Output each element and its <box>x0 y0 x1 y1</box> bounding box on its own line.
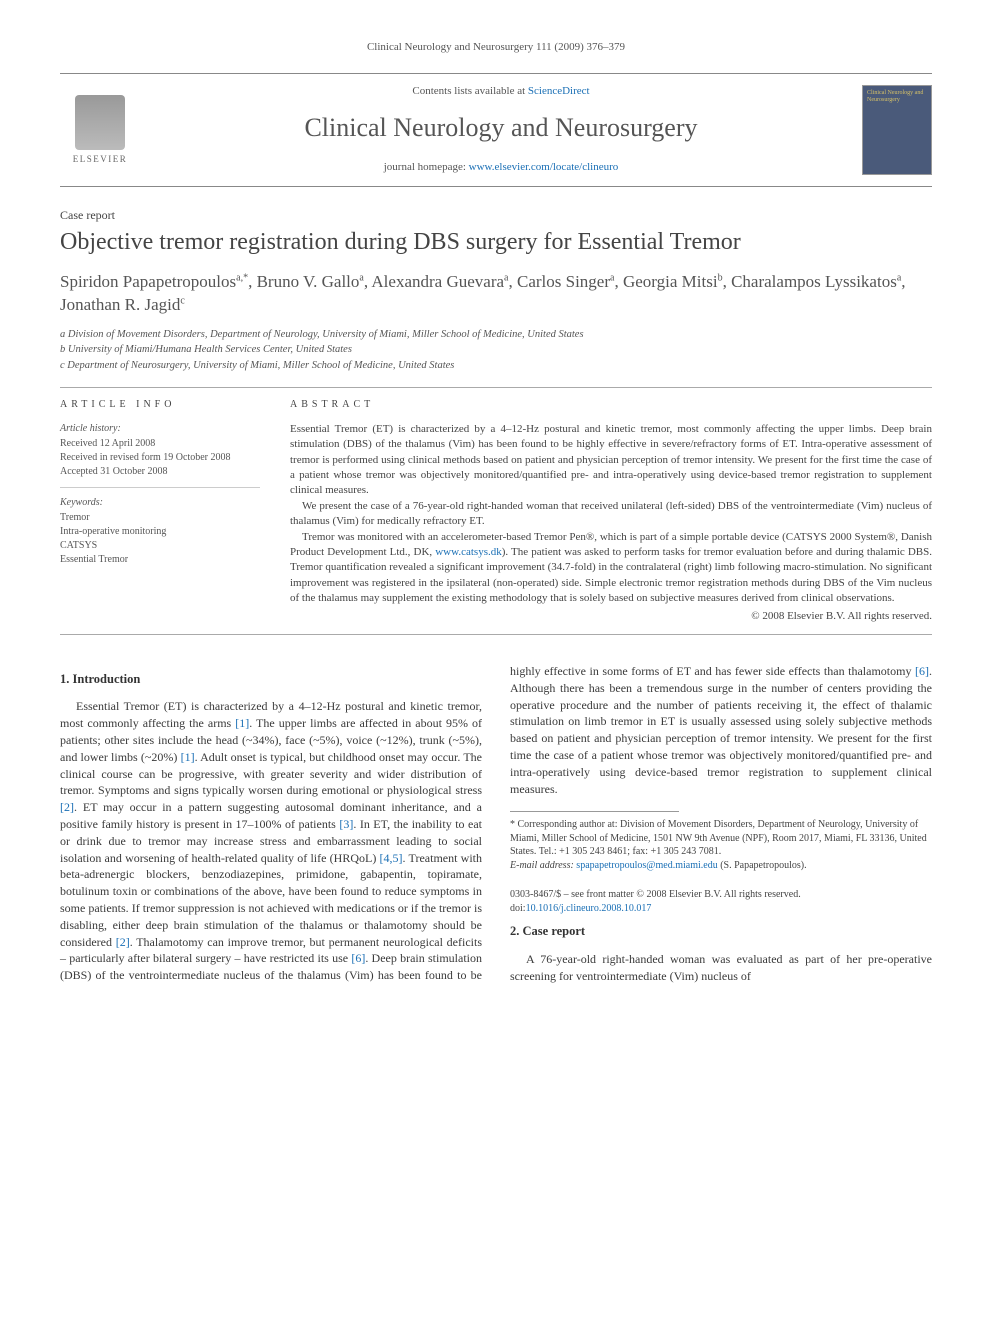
abstract-panel: ABSTRACT Essential Tremor (ET) is charac… <box>290 398 932 624</box>
publisher-logo: ELSEVIER <box>60 95 140 166</box>
rule-bottom <box>60 634 932 635</box>
front-matter: 0303-8467/$ – see front matter © 2008 El… <box>510 888 932 902</box>
header-citation: Clinical Neurology and Neurosurgery 111 … <box>60 40 932 55</box>
rule-top <box>60 387 932 388</box>
email-link[interactable]: spapapetropoulos@med.miami.edu <box>576 860 717 871</box>
affiliation-c: c Department of Neurosurgery, University… <box>60 358 932 373</box>
history-accepted: Accepted 31 October 2008 <box>60 465 260 479</box>
section-2-heading: 2. Case report <box>510 923 932 941</box>
history-revised: Received in revised form 19 October 2008 <box>60 451 260 465</box>
corresponding-author: * Corresponding author at: Division of M… <box>510 818 932 859</box>
elsevier-tree-icon <box>75 95 125 150</box>
affiliation-b: b University of Miami/Humana Health Serv… <box>60 342 932 357</box>
keywords-block: Keywords: Tremor Intra-operative monitor… <box>60 496 260 567</box>
ref-link-3[interactable]: [3] <box>339 817 353 831</box>
ref-link-2[interactable]: [2] <box>60 800 74 814</box>
journal-banner: ELSEVIER Contents lists available at Sci… <box>60 73 932 186</box>
case-report-p1: A 76-year-old right-handed woman was eva… <box>510 951 932 985</box>
ref-link-6[interactable]: [6] <box>351 951 365 965</box>
doi-label: doi: <box>510 903 526 914</box>
article-type-label: Case report <box>60 207 932 224</box>
journal-cover-thumb: Clinical Neurology and Neurosurgery <box>862 85 932 175</box>
banner-center: Contents lists available at ScienceDirec… <box>140 84 862 175</box>
keyword: Tremor <box>60 511 260 525</box>
txt: . Although there has been a tremendous s… <box>510 664 932 796</box>
email-line: E-mail address: spapapetropoulos@med.mia… <box>510 859 932 873</box>
footnote-block: * Corresponding author at: Division of M… <box>510 811 932 915</box>
keyword: Intra-operative monitoring <box>60 525 260 539</box>
journal-name: Clinical Neurology and Neurosurgery <box>140 110 862 146</box>
article-info-panel: ARTICLE INFO Article history: Received 1… <box>60 398 260 624</box>
authors-line: Spiridon Papapetropoulosa,*, Bruno V. Ga… <box>60 271 932 317</box>
ref-link-1b[interactable]: [1] <box>181 750 195 764</box>
affiliations: a Division of Movement Disorders, Depart… <box>60 327 932 373</box>
doi-link[interactable]: 10.1016/j.clineuro.2008.10.017 <box>526 903 652 914</box>
article-info-header: ARTICLE INFO <box>60 398 260 412</box>
keywords-head: Keywords: <box>60 496 260 510</box>
ref-link-45[interactable]: [4,5] <box>380 851 403 865</box>
info-abstract-row: ARTICLE INFO Article history: Received 1… <box>60 398 932 624</box>
ref-link-1[interactable]: [1] <box>235 716 249 730</box>
keyword: Essential Tremor <box>60 553 260 567</box>
body-columns: 1. Introduction Essential Tremor (ET) is… <box>60 663 932 984</box>
publisher-name: ELSEVIER <box>73 153 128 166</box>
ref-link-6b[interactable]: [6] <box>915 664 929 678</box>
keyword: CATSYS <box>60 539 260 553</box>
contents-prefix: Contents lists available at <box>412 85 527 97</box>
cover-title: Clinical Neurology and Neurosurgery <box>867 90 927 103</box>
section-1-heading: 1. Introduction <box>60 671 482 689</box>
abstract-p1: Essential Tremor (ET) is characterized b… <box>290 422 932 499</box>
abstract-p2: We present the case of a 76-year-old rig… <box>290 499 932 530</box>
history-head: Article history: <box>60 422 260 436</box>
article-title: Objective tremor registration during DBS… <box>60 227 932 257</box>
homepage-prefix: journal homepage: <box>384 161 469 173</box>
email-suffix: (S. Papapetropoulos). <box>718 860 807 871</box>
journal-homepage-line: journal homepage: www.elsevier.com/locat… <box>140 160 862 175</box>
ref-link-2b[interactable]: [2] <box>116 935 130 949</box>
email-label: E-mail address: <box>510 860 576 871</box>
footnotes: * Corresponding author at: Division of M… <box>510 818 932 872</box>
keywords-list: Tremor Intra-operative monitoring CATSYS… <box>60 511 260 567</box>
abstract-copyright: © 2008 Elsevier B.V. All rights reserved… <box>290 609 932 624</box>
contents-line: Contents lists available at ScienceDirec… <box>140 84 862 99</box>
catsys-link[interactable]: www.catsys.dk <box>435 546 502 558</box>
footer-block: 0303-8467/$ – see front matter © 2008 El… <box>510 888 932 915</box>
article-history-block: Article history: Received 12 April 2008 … <box>60 422 260 488</box>
journal-homepage-link[interactable]: www.elsevier.com/locate/clineuro <box>469 161 619 173</box>
sciencedirect-link[interactable]: ScienceDirect <box>528 85 590 97</box>
footnote-rule <box>510 811 679 812</box>
abstract-header: ABSTRACT <box>290 398 932 412</box>
doi-line: doi:10.1016/j.clineuro.2008.10.017 <box>510 902 932 916</box>
history-received: Received 12 April 2008 <box>60 437 260 451</box>
affiliation-a: a Division of Movement Disorders, Depart… <box>60 327 932 342</box>
abstract-p3: Tremor was monitored with an acceleromet… <box>290 530 932 607</box>
